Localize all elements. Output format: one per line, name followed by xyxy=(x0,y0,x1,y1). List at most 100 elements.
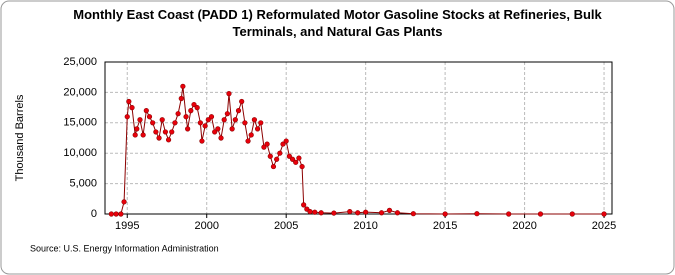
data-point xyxy=(274,156,280,162)
data-point xyxy=(242,120,248,126)
data-point xyxy=(172,120,178,126)
data-point xyxy=(232,117,238,123)
data-point xyxy=(474,211,480,217)
data-point xyxy=(124,114,130,120)
data-point xyxy=(283,138,289,144)
y-tick-label: 15,000 xyxy=(63,117,97,129)
x-tick-label: 1995 xyxy=(115,220,139,232)
data-point xyxy=(140,132,146,138)
data-point xyxy=(221,117,227,123)
data-point xyxy=(159,117,165,123)
data-point xyxy=(194,104,200,111)
data-point xyxy=(229,126,235,132)
data-point xyxy=(208,114,215,120)
data-point xyxy=(137,117,143,123)
data-point xyxy=(248,132,254,138)
data-point xyxy=(394,210,401,216)
x-tick-label: 2020 xyxy=(512,220,536,232)
data-point xyxy=(150,120,156,126)
data-point xyxy=(347,208,353,215)
data-point xyxy=(258,120,264,126)
data-point xyxy=(601,211,607,217)
data-point xyxy=(156,135,162,141)
data-point xyxy=(286,153,292,159)
chart-title: Monthly East Coast (PADD 1) Reformulated… xyxy=(73,7,602,39)
data-point xyxy=(143,108,149,114)
data-point xyxy=(537,211,544,217)
data-point xyxy=(180,83,186,89)
data-point xyxy=(175,111,181,117)
data-point xyxy=(113,211,119,217)
data-point xyxy=(331,210,337,216)
data-point xyxy=(188,108,194,114)
y-tick-label: 20,000 xyxy=(63,86,97,98)
data-point xyxy=(239,98,245,105)
data-point xyxy=(212,129,218,135)
data-point xyxy=(162,129,168,135)
x-tick-label: 2000 xyxy=(194,220,218,232)
series-line xyxy=(111,86,605,215)
data-point xyxy=(108,211,114,217)
data-point xyxy=(442,211,448,217)
source: Source: U.S. Energy Information Administ… xyxy=(30,243,219,253)
x-tick-label: 2025 xyxy=(592,220,616,232)
data-point xyxy=(191,101,197,108)
y-tick-label: 10,000 xyxy=(63,147,97,159)
data-point xyxy=(307,208,313,215)
data-point xyxy=(301,202,307,208)
data-point xyxy=(267,153,273,159)
data-point xyxy=(146,114,153,120)
data-point xyxy=(506,211,512,217)
data-point xyxy=(245,138,251,144)
data-point xyxy=(251,117,257,123)
data-point xyxy=(261,144,267,150)
data-point xyxy=(386,207,393,213)
data-point xyxy=(178,95,184,102)
y-axis-label: Thousand Barrels xyxy=(14,94,26,181)
data-point xyxy=(205,117,211,123)
data-point xyxy=(132,132,138,138)
data-point xyxy=(129,104,135,111)
x-tick-label: 2015 xyxy=(433,220,457,232)
data-point xyxy=(235,108,242,114)
data-point xyxy=(185,126,191,132)
data-point xyxy=(224,111,230,117)
data-point xyxy=(293,159,299,165)
data-point xyxy=(215,126,221,132)
data-point xyxy=(312,209,318,215)
x-tick-label: 2010 xyxy=(353,220,377,232)
data-point xyxy=(218,135,224,141)
data-point xyxy=(569,211,575,217)
data-point xyxy=(264,141,270,147)
data-point xyxy=(197,120,203,126)
data-point xyxy=(118,211,124,217)
data-point xyxy=(410,211,416,217)
data-point xyxy=(202,123,208,129)
data-point xyxy=(153,129,159,135)
y-tick-label: 25,000 xyxy=(63,56,97,68)
data-point xyxy=(183,114,189,120)
data-point xyxy=(280,141,286,147)
data-point xyxy=(299,163,305,170)
y-tick-label: 5,000 xyxy=(69,178,97,190)
data-point xyxy=(226,91,232,97)
x-tick-label: 2005 xyxy=(274,220,298,232)
data-point xyxy=(363,209,369,215)
data-point xyxy=(126,98,132,105)
data-point xyxy=(254,126,261,132)
data-point xyxy=(378,210,385,216)
data-point xyxy=(296,155,302,161)
data-point xyxy=(199,138,205,144)
y-tick-label: 0 xyxy=(91,208,97,220)
data-point xyxy=(165,137,172,143)
data-point xyxy=(318,210,324,216)
data-point xyxy=(277,150,283,156)
data-point xyxy=(134,126,140,132)
data-point xyxy=(270,163,277,170)
data-point xyxy=(355,210,361,216)
data-point xyxy=(169,129,175,135)
data-point xyxy=(121,199,127,205)
